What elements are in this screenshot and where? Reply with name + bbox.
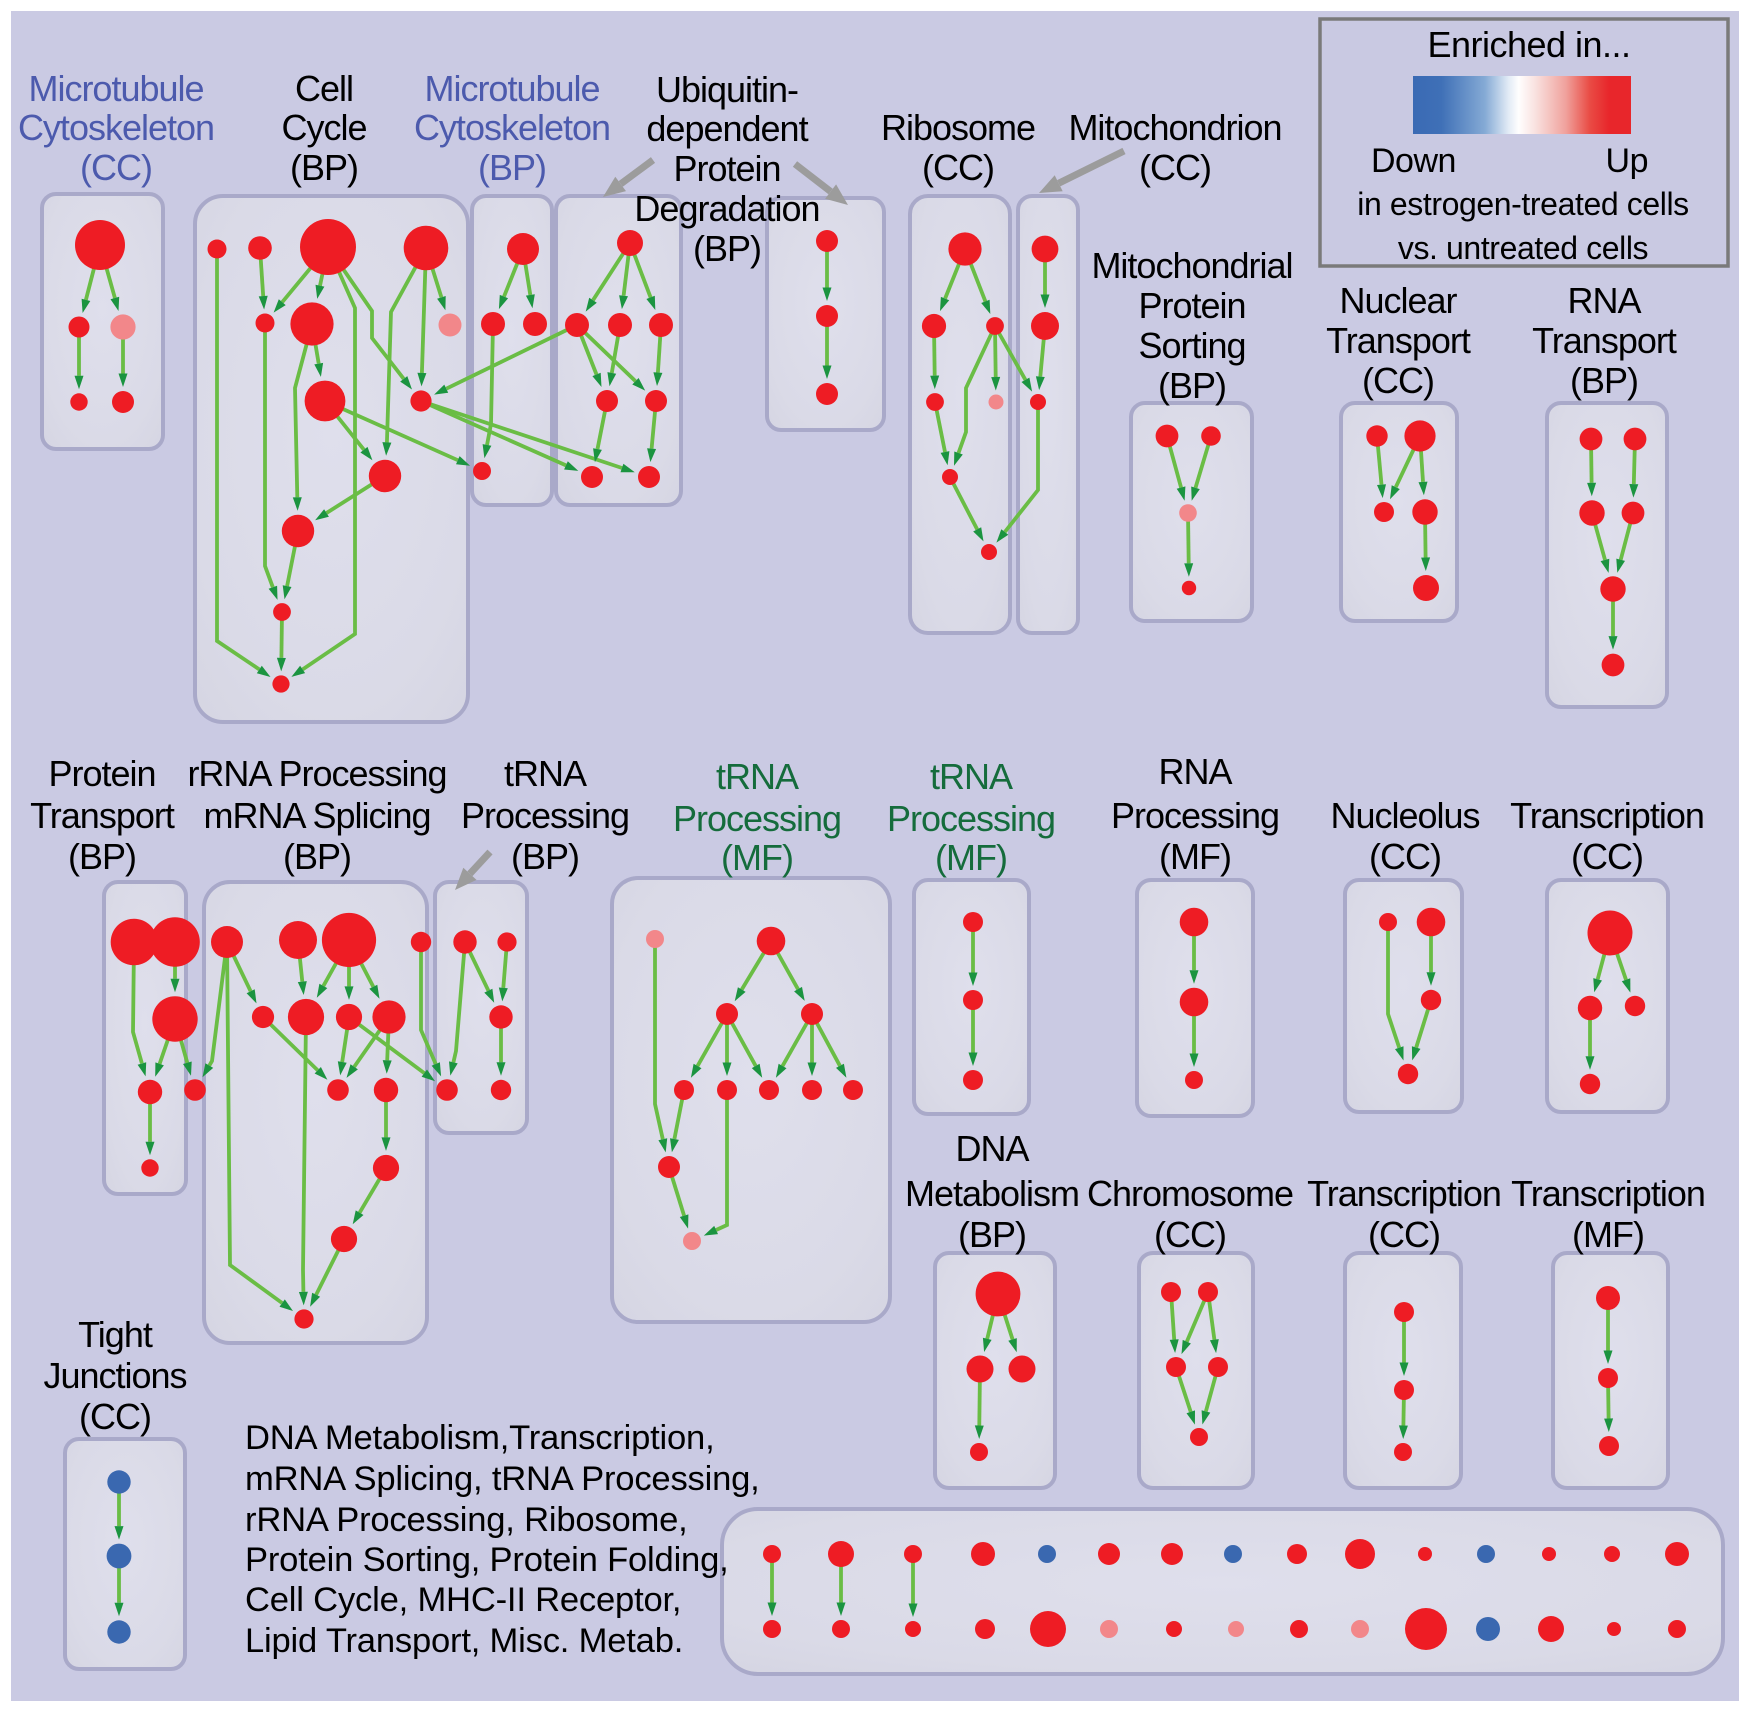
svg-text:Transcription: Transcription xyxy=(1511,1173,1705,1214)
svg-text:Cytoskeleton: Cytoskeleton xyxy=(18,107,214,148)
svg-text:(CC): (CC) xyxy=(922,147,994,188)
svg-text:DNA: DNA xyxy=(955,1128,1029,1169)
svg-text:vs. untreated cells: vs. untreated cells xyxy=(1398,230,1648,266)
svg-text:(MF): (MF) xyxy=(1159,836,1231,877)
svg-text:(MF): (MF) xyxy=(721,837,793,878)
svg-text:(BP): (BP) xyxy=(478,147,546,188)
svg-text:(CC): (CC) xyxy=(79,1396,151,1437)
svg-text:Protein: Protein xyxy=(673,148,780,189)
svg-text:tRNA: tRNA xyxy=(716,756,799,797)
svg-text:(BP): (BP) xyxy=(511,836,579,877)
svg-text:mRNA Splicing: mRNA Splicing xyxy=(203,795,430,836)
svg-text:Lipid Transport, Misc. Metab.: Lipid Transport, Misc. Metab. xyxy=(245,1622,683,1660)
svg-text:Mitochondrion: Mitochondrion xyxy=(1068,107,1281,148)
svg-text:Metabolism: Metabolism xyxy=(905,1173,1079,1214)
svg-text:(CC): (CC) xyxy=(1139,147,1211,188)
svg-text:(CC): (CC) xyxy=(1571,836,1643,877)
svg-text:Chromosome: Chromosome xyxy=(1087,1173,1293,1214)
svg-text:rRNA Processing: rRNA Processing xyxy=(187,753,446,794)
svg-text:(CC): (CC) xyxy=(80,147,152,188)
svg-text:Sorting: Sorting xyxy=(1138,325,1245,366)
svg-text:Protein: Protein xyxy=(48,753,155,794)
svg-text:(BP): (BP) xyxy=(693,228,761,269)
svg-text:Mitochondrial: Mitochondrial xyxy=(1091,245,1292,286)
svg-text:Cell: Cell xyxy=(295,68,353,109)
svg-text:Cytoskeleton: Cytoskeleton xyxy=(414,107,610,148)
svg-text:(MF): (MF) xyxy=(935,837,1007,878)
svg-text:Junctions: Junctions xyxy=(43,1355,186,1396)
svg-text:Protein: Protein xyxy=(1138,285,1245,326)
svg-text:Enriched in...: Enriched in... xyxy=(1427,24,1630,65)
svg-text:Transport: Transport xyxy=(30,795,175,836)
svg-text:(BP): (BP) xyxy=(958,1214,1026,1255)
svg-text:Cell Cycle, MHC-II Receptor,: Cell Cycle, MHC-II Receptor, xyxy=(245,1581,681,1619)
svg-text:Processing: Processing xyxy=(673,798,841,839)
svg-text:(MF): (MF) xyxy=(1572,1214,1644,1255)
svg-text:(CC): (CC) xyxy=(1369,836,1441,877)
svg-text:Transcription: Transcription xyxy=(1510,795,1704,836)
svg-text:in estrogen-treated cells: in estrogen-treated cells xyxy=(1357,186,1689,222)
svg-text:RNA: RNA xyxy=(1567,280,1641,321)
svg-text:Ribosome: Ribosome xyxy=(881,107,1035,148)
svg-text:Nuclear: Nuclear xyxy=(1339,280,1457,321)
svg-text:Ubiquitin-: Ubiquitin- xyxy=(656,69,798,110)
svg-text:Cycle: Cycle xyxy=(281,107,366,148)
svg-text:(BP): (BP) xyxy=(1158,365,1226,406)
svg-text:Processing: Processing xyxy=(1111,795,1279,836)
svg-text:Microtubule: Microtubule xyxy=(424,68,599,109)
svg-text:(BP): (BP) xyxy=(1570,360,1638,401)
svg-text:(CC): (CC) xyxy=(1368,1214,1440,1255)
svg-text:Processing: Processing xyxy=(887,798,1055,839)
svg-text:Tight: Tight xyxy=(78,1314,153,1355)
svg-text:(BP): (BP) xyxy=(283,836,351,877)
svg-text:Transport: Transport xyxy=(1326,320,1471,361)
svg-text:Up: Up xyxy=(1606,142,1648,180)
svg-text:Down: Down xyxy=(1371,142,1456,180)
svg-text:(BP): (BP) xyxy=(68,836,136,877)
svg-text:DNA Metabolism,Transcription,: DNA Metabolism,Transcription, xyxy=(245,1419,714,1457)
svg-text:Protein Sorting, Protein Foldi: Protein Sorting, Protein Folding, xyxy=(245,1541,729,1579)
svg-text:(CC): (CC) xyxy=(1362,360,1434,401)
svg-text:mRNA Splicing, tRNA Processing: mRNA Splicing, tRNA Processing, xyxy=(245,1460,760,1498)
svg-text:(CC): (CC) xyxy=(1154,1214,1226,1255)
svg-text:Degradation: Degradation xyxy=(634,188,819,229)
svg-text:Processing: Processing xyxy=(461,795,629,836)
svg-text:RNA: RNA xyxy=(1158,751,1232,792)
svg-text:Microtubule: Microtubule xyxy=(28,68,203,109)
svg-text:tRNA: tRNA xyxy=(930,756,1013,797)
svg-text:Nucleolus: Nucleolus xyxy=(1330,795,1479,836)
svg-text:tRNA: tRNA xyxy=(504,753,587,794)
svg-text:dependent: dependent xyxy=(646,108,808,149)
svg-text:Transcription: Transcription xyxy=(1307,1173,1501,1214)
svg-text:rRNA Processing, Ribosome,: rRNA Processing, Ribosome, xyxy=(245,1501,688,1539)
svg-text:Transport: Transport xyxy=(1532,320,1677,361)
svg-text:(BP): (BP) xyxy=(290,147,358,188)
